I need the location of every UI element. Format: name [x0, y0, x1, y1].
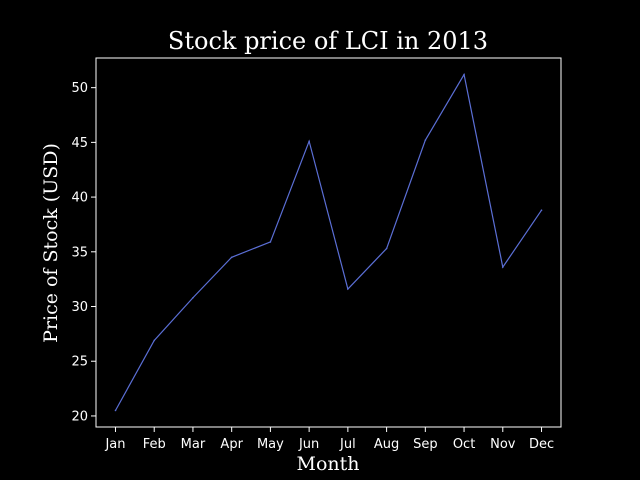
data-point-dec — [540, 209, 543, 212]
data-point-sep — [424, 139, 427, 141]
y-tick-label: 40 — [71, 191, 88, 206]
data-point-nov — [501, 266, 504, 268]
data-point-feb — [153, 339, 156, 342]
x-axis-label: Month — [296, 453, 359, 475]
x-tick-label: Jun — [298, 437, 319, 452]
y-tick-label: 25 — [71, 355, 88, 370]
data-point-aug — [385, 247, 388, 250]
x-tick-label: Mar — [181, 437, 206, 452]
x-tick-label: Dec — [529, 437, 554, 452]
data-point-jul — [347, 288, 349, 290]
x-tick-label: Aug — [374, 437, 399, 452]
y-tick-label: 50 — [71, 81, 88, 96]
series-line — [114, 72, 543, 411]
data-points — [114, 73, 543, 412]
x-tick-label: Jul — [339, 437, 356, 452]
chart-title: Stock price of LCI in 2013 — [168, 27, 488, 55]
data-point-oct — [463, 73, 465, 76]
data-point-may — [269, 241, 272, 243]
x-tick-label: Jan — [104, 437, 125, 452]
data-point-jan — [114, 409, 117, 412]
y-tick-label: 30 — [71, 300, 88, 315]
data-point-jun — [308, 140, 310, 143]
plot-area-frame — [95, 57, 562, 428]
data-point-mar — [192, 296, 194, 299]
x-tick-label: Feb — [143, 437, 166, 452]
y-axis-ticks: 20 25 30 35 40 45 50 — [71, 81, 96, 424]
y-axis-label: Price of Stock (USD) — [40, 143, 62, 343]
y-tick-label: 45 — [71, 136, 88, 151]
y-tick-label: 20 — [71, 409, 88, 424]
x-tick-label: Nov — [490, 437, 516, 452]
x-tick-label: May — [257, 437, 284, 452]
x-tick-label: Apr — [220, 437, 243, 452]
y-tick-label: 35 — [71, 245, 88, 260]
x-tick-label: Sep — [413, 437, 438, 452]
x-tick-label: Oct — [453, 437, 475, 452]
x-axis-ticks: Jan Feb Mar Apr May Jun Jul Aug Sep Oct Nov Dec — [104, 427, 554, 452]
data-point-apr — [230, 256, 233, 259]
